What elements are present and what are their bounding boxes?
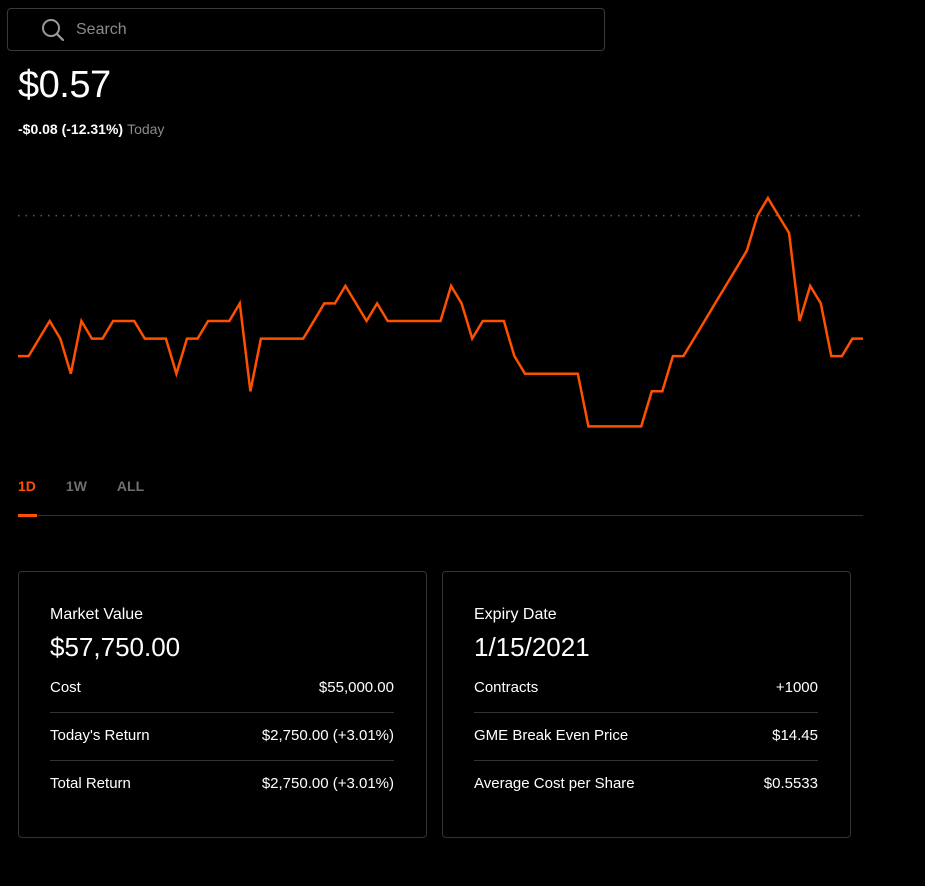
todays-return-label: Today's Return xyxy=(50,727,150,744)
divider xyxy=(50,712,394,713)
cost-value: $55,000.00 xyxy=(318,679,394,696)
divider xyxy=(474,760,818,761)
range-tabs-divider xyxy=(18,515,863,516)
price-series-line xyxy=(18,195,863,428)
expiry-date-label: Expiry Date xyxy=(474,606,557,623)
total-return-label: Total Return xyxy=(50,775,131,792)
cost-label: Cost xyxy=(50,679,81,696)
divider xyxy=(50,760,394,761)
range-tab-all[interactable]: ALL xyxy=(116,478,145,494)
price-chart[interactable] xyxy=(0,180,880,460)
price-change-amount: -$0.08 (-12.31%) xyxy=(18,121,124,137)
current-price: $0.57 xyxy=(18,64,111,106)
market-value: $57,750.00 xyxy=(50,632,181,662)
contracts-value: +1000 xyxy=(775,679,818,696)
range-tab-1w[interactable]: 1W xyxy=(65,478,87,494)
contracts-row: Contracts +1000 xyxy=(474,679,818,696)
option-details-card: Expiry Date 1/15/2021 Contracts +1000 GM… xyxy=(442,571,851,838)
todays-return-value: $2,750.00 (+3.01%) xyxy=(261,727,394,744)
avg-cost-value: $0.5533 xyxy=(763,775,818,792)
expiry-date: 1/15/2021 xyxy=(474,632,590,662)
cost-row: Cost $55,000.00 xyxy=(50,679,394,696)
contracts-label: Contracts xyxy=(474,679,539,696)
range-tab-1d[interactable]: 1D xyxy=(18,478,36,494)
price-change-period: Today xyxy=(127,121,165,137)
search-icon xyxy=(41,18,65,42)
search-input[interactable] xyxy=(76,20,556,39)
break-even-value: $14.45 xyxy=(772,727,818,744)
avg-cost-row: Average Cost per Share $0.5533 xyxy=(474,775,818,792)
total-return-row: Total Return $2,750.00 (+3.01%) xyxy=(50,775,394,792)
active-range-indicator xyxy=(18,514,37,517)
break-even-label: GME Break Even Price xyxy=(474,727,629,744)
range-tabs: 1D 1W ALL xyxy=(18,478,174,494)
break-even-row: GME Break Even Price $14.45 xyxy=(474,727,818,744)
market-value-card: Market Value $57,750.00 Cost $55,000.00 … xyxy=(18,571,427,838)
divider xyxy=(474,712,818,713)
todays-return-row: Today's Return $2,750.00 (+3.01%) xyxy=(50,727,394,744)
total-return-value: $2,750.00 (+3.01%) xyxy=(261,775,394,792)
avg-cost-label: Average Cost per Share xyxy=(474,775,635,792)
search-bar[interactable] xyxy=(7,8,605,51)
price-change: -$0.08 (-12.31%) Today xyxy=(18,121,164,137)
market-value-label: Market Value xyxy=(50,606,144,623)
